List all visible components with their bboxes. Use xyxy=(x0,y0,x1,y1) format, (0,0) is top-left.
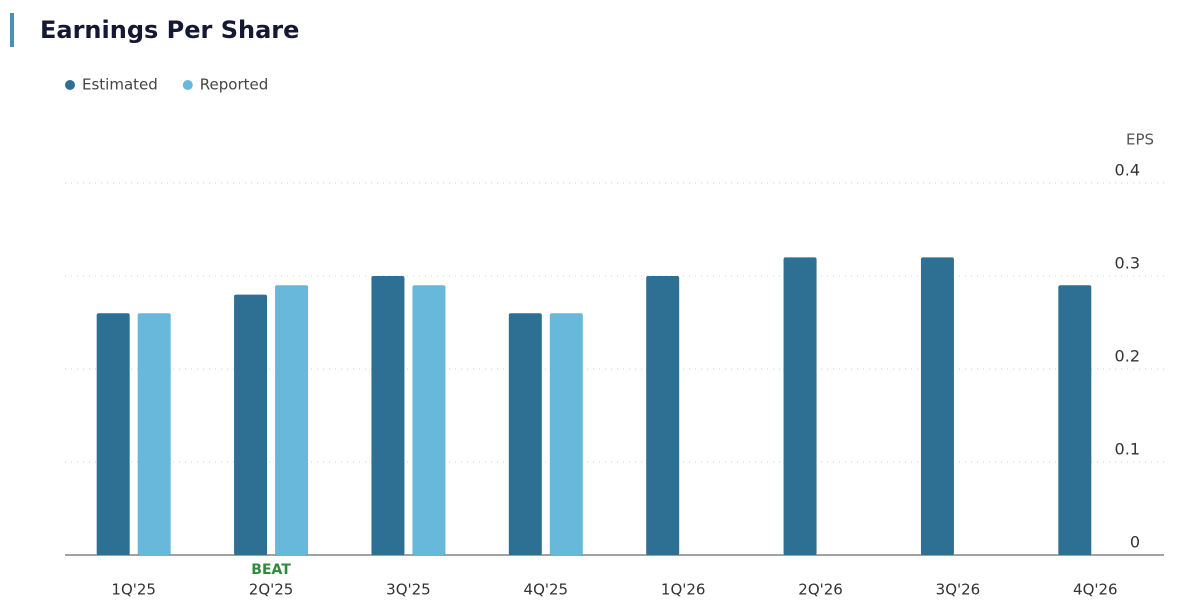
x-tick-label: 4Q'25 xyxy=(524,581,569,599)
x-tick-label: 2Q'25 xyxy=(249,581,294,599)
beat-label: BEAT xyxy=(251,562,291,578)
bar xyxy=(137,313,171,555)
x-tick-label: 4Q'26 xyxy=(1073,581,1118,599)
bar xyxy=(549,313,583,555)
bar xyxy=(1058,285,1092,555)
y-tick-label: 0.2 xyxy=(1115,347,1140,366)
legend-marker xyxy=(182,80,193,90)
x-tick-label: 2Q'26 xyxy=(798,581,843,599)
x-tick-label: 3Q'25 xyxy=(386,581,431,599)
y-tick-label: 0.4 xyxy=(1115,161,1140,180)
bar xyxy=(275,285,309,555)
y-axis-label: EPS xyxy=(1126,131,1154,149)
x-tick-label: 1Q'25 xyxy=(111,581,156,599)
bar xyxy=(646,276,680,555)
x-tick-label: 1Q'26 xyxy=(661,581,706,599)
bar xyxy=(412,285,446,555)
bar xyxy=(96,313,130,555)
bar xyxy=(234,294,268,555)
legend-label: Reported xyxy=(200,76,268,94)
y-tick-label: 0 xyxy=(1130,533,1140,552)
legend-marker xyxy=(65,80,75,90)
y-tick-label: 0.1 xyxy=(1115,440,1140,459)
bar xyxy=(371,276,405,555)
legend-label: Estimated xyxy=(82,76,158,94)
x-tick-label: 3Q'26 xyxy=(936,581,981,599)
bar xyxy=(783,257,817,555)
y-tick-label: 0.3 xyxy=(1115,254,1140,273)
chart-title: Earnings Per Share xyxy=(40,16,299,44)
bar xyxy=(920,257,954,555)
bar xyxy=(508,313,542,555)
title-accent xyxy=(10,13,14,47)
